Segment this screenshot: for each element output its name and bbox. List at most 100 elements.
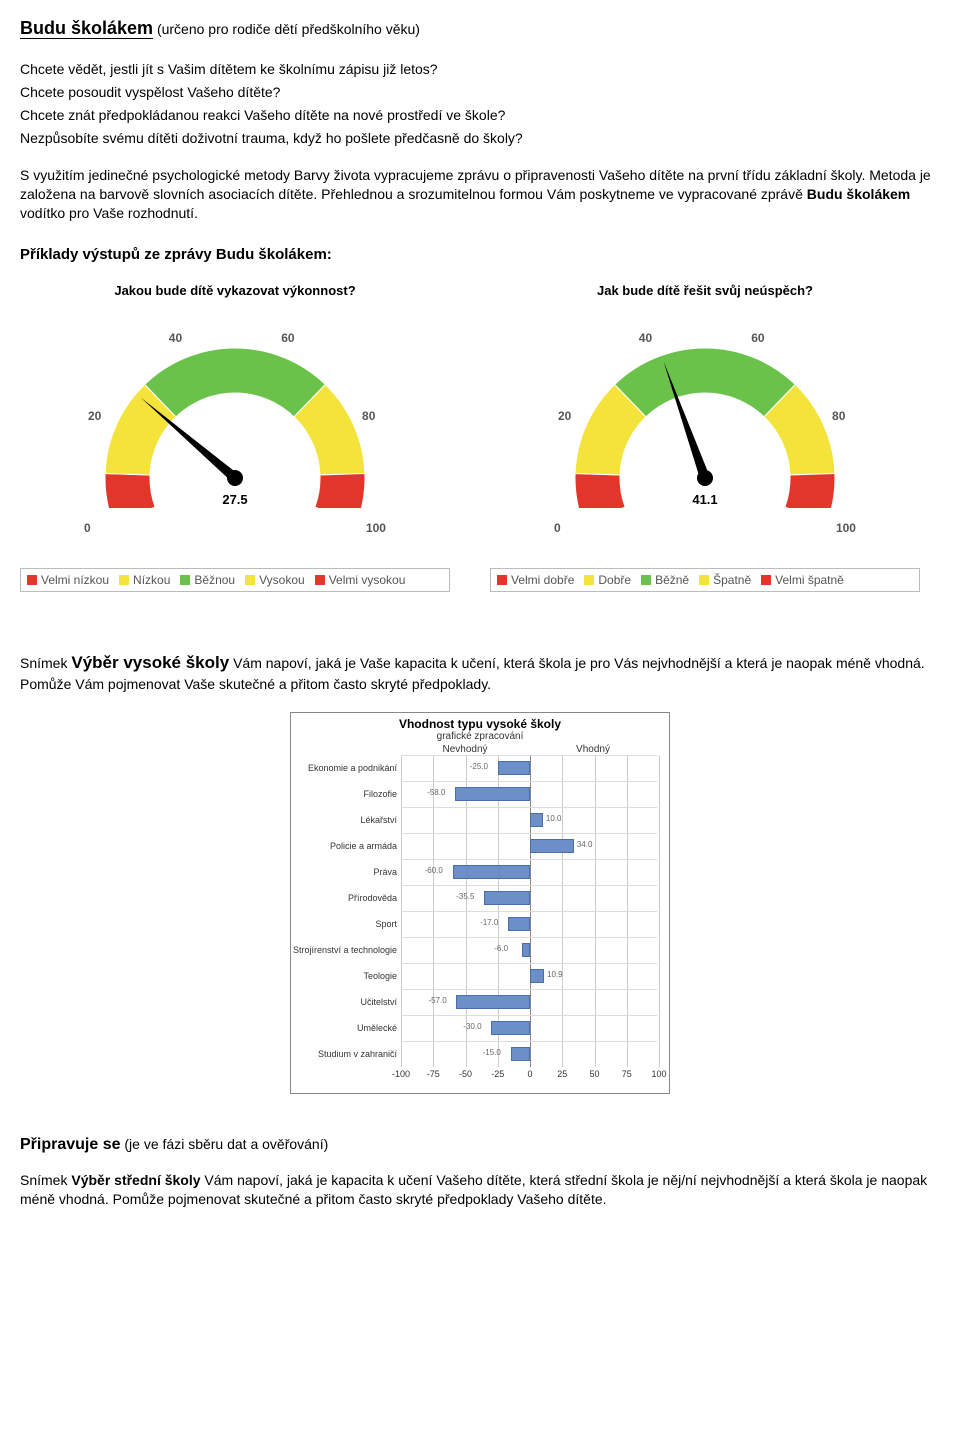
bc-value: -6.0	[494, 944, 508, 953]
bc-bar	[508, 917, 530, 931]
legend-swatch	[315, 575, 325, 585]
bc-value: -17.0	[480, 918, 498, 927]
legend-label: Velmi špatně	[775, 573, 844, 587]
gauge-right-legend: Velmi dobřeDobřeBěžněŠpatněVelmi špatně	[490, 568, 920, 592]
gauge-tick-label: 40	[639, 331, 652, 345]
bc-row: Přírodověda-35.5	[291, 885, 669, 911]
bc-bar	[456, 995, 530, 1009]
legend-item: Běžně	[641, 573, 689, 587]
barchart-subtitle: grafické zpracování	[291, 731, 669, 742]
intro-p1c: vodítko pro Vaše rozhodnutí.	[20, 205, 198, 221]
bc-row-label: Ekonomie a podnikání	[291, 763, 401, 773]
legend-item: Velmi špatně	[761, 573, 844, 587]
bc-row: Policie a armáda34.0	[291, 833, 669, 859]
page-title: Budu školákem	[20, 18, 153, 39]
legend-item: Vysokou	[245, 573, 305, 587]
bc-row: Učitelství-57.0	[291, 989, 669, 1015]
bc-row: Filozofie -58.0	[291, 781, 669, 807]
bc-bar	[453, 865, 530, 879]
intro-q3: Chcete znát předpokládanou reakci Vašeho…	[20, 106, 940, 125]
legend-label: Nízkou	[133, 573, 170, 587]
bc-row: Teologie10.9	[291, 963, 669, 989]
gauge-tick-label: 80	[832, 409, 845, 423]
gauge-tick-label: 100	[366, 521, 386, 535]
bc-bar	[522, 943, 530, 957]
intro-q4: Nezpůsobíte svému dítěti doživotní traum…	[20, 129, 940, 148]
bc-row: Studium v zahraničí -15.0	[291, 1041, 669, 1067]
bc-row: Sport -17.0	[291, 911, 669, 937]
gauge-tick-label: 0	[554, 521, 561, 535]
legend-swatch	[497, 575, 507, 585]
legend-swatch	[584, 575, 594, 585]
bc-value: -60.0	[425, 866, 443, 875]
legend-item: Velmi nízkou	[27, 573, 109, 587]
bc-bar	[530, 813, 543, 827]
bc-row: Strojírenství a technologie-6.0	[291, 937, 669, 963]
gauge-left-legend: Velmi nízkouNízkouBěžnouVysokouVelmi vys…	[20, 568, 450, 592]
bc-row-label: Přírodověda	[291, 893, 401, 903]
bc-xtick: 75	[622, 1069, 632, 1079]
gauge-tick-label: 80	[362, 409, 375, 423]
barchart-neg-header: Nevhodný	[401, 744, 529, 755]
footer-p-bold: Výběr střední školy	[71, 1172, 200, 1188]
bc-value: -58.0	[427, 788, 445, 797]
gauge-left: Jakou bude dítě vykazovat výkonnost? 020…	[20, 283, 450, 592]
bc-value: -57.0	[428, 996, 446, 1005]
bc-xtick: -100	[392, 1069, 410, 1079]
gauge-tick-label: 60	[281, 331, 294, 345]
gauges-row: Jakou bude dítě vykazovat výkonnost? 020…	[20, 283, 940, 592]
legend-swatch	[641, 575, 651, 585]
barchart: Vhodnost typu vysoké školy grafické zpra…	[290, 712, 670, 1094]
bc-value: 10.9	[547, 970, 563, 979]
intro-p1-bold: Budu školákem	[807, 186, 910, 202]
gauge-left-title: Jakou bude dítě vykazovat výkonnost?	[20, 283, 450, 298]
bc-bar	[511, 1047, 530, 1061]
bc-value: 34.0	[577, 840, 593, 849]
bc-row-label: Práva	[291, 867, 401, 877]
examples-heading: Příklady výstupů ze zprávy Budu školákem…	[20, 245, 940, 265]
legend-label: Vysokou	[259, 573, 305, 587]
bc-row-label: Filozofie	[291, 789, 401, 799]
bc-row: Umělecké -30.0	[291, 1015, 669, 1041]
legend-swatch	[119, 575, 129, 585]
bc-rowline	[401, 1041, 657, 1042]
footer-block: Připravuje se (je ve fázi sběru dat a ov…	[20, 1134, 940, 1209]
bc-rowline	[401, 755, 657, 756]
legend-swatch	[699, 575, 709, 585]
bc-xtick: -50	[459, 1069, 472, 1079]
barchart-pos-header: Vhodný	[529, 744, 657, 755]
bc-value: 10.0	[546, 814, 562, 823]
bc-bar	[484, 891, 530, 905]
legend-item: Dobře	[584, 573, 631, 587]
gauge-tick-label: 40	[169, 331, 182, 345]
barchart-title: Vhodnost typu vysoké školy	[291, 717, 669, 731]
bc-row: Ekonomie a podnikání-25.0	[291, 755, 669, 781]
intro-questions: Chcete vědět, jestli jít s Vašim dítětem…	[20, 60, 940, 148]
bc-row-label: Sport	[291, 919, 401, 929]
bc-row-label: Umělecké	[291, 1023, 401, 1033]
gauge-right-title: Jak bude dítě řešit svůj neúspěch?	[490, 283, 920, 298]
mid-lead-bold: Výběr vysoké školy	[71, 653, 229, 672]
gauge-tick-label: 0	[84, 521, 91, 535]
gauge-value-label: 27.5	[222, 492, 247, 507]
bc-rowline	[401, 963, 657, 964]
bc-bar	[498, 761, 530, 775]
legend-swatch	[245, 575, 255, 585]
legend-label: Dobře	[598, 573, 631, 587]
bc-value: -15.0	[483, 1048, 501, 1057]
barchart-colheads: Nevhodný Vhodný	[291, 744, 669, 755]
bc-row-label: Studium v zahraničí	[291, 1049, 401, 1059]
intro-q2: Chcete posoudit vyspělost Vašeho dítěte?	[20, 83, 940, 102]
legend-item: Velmi vysokou	[315, 573, 406, 587]
bc-xtick: 50	[589, 1069, 599, 1079]
mid-lead-word: Snímek	[20, 655, 71, 671]
legend-swatch	[27, 575, 37, 585]
bc-value: -30.0	[463, 1022, 481, 1031]
page-subtitle: (určeno pro rodiče dětí předškolního věk…	[157, 21, 420, 37]
gauge-right-chart: 02040608010041.1	[490, 308, 920, 538]
bc-bar	[455, 787, 530, 801]
footer-heading: Připravuje se (je ve fázi sběru dat a ov…	[20, 1134, 940, 1156]
footer-heading-bold: Připravuje se	[20, 1136, 121, 1153]
legend-label: Špatně	[713, 573, 751, 587]
bc-xtick: 100	[651, 1069, 666, 1079]
